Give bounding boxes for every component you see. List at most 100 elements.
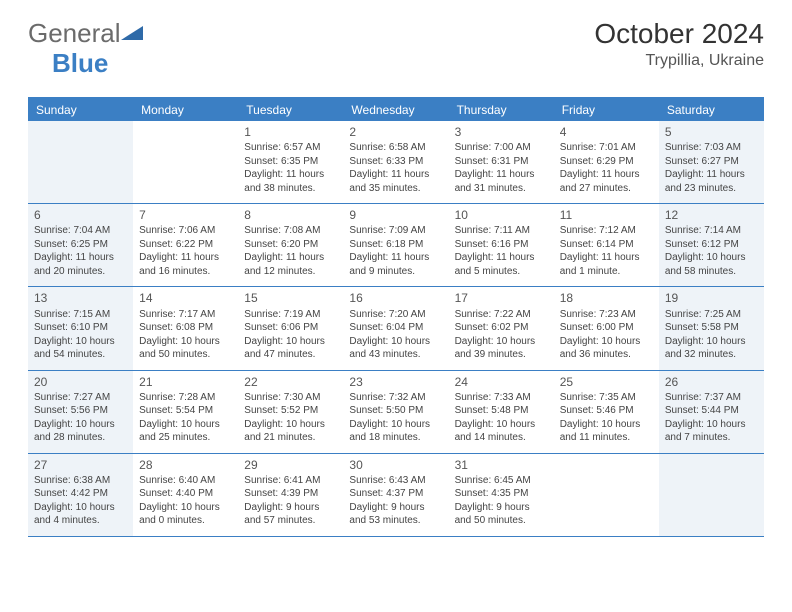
day-daylight: Daylight: 10 hours and 14 minutes. [455, 418, 548, 445]
week-row: 1Sunrise: 6:57 AMSunset: 6:35 PM Daylight… [28, 121, 764, 204]
week-row: 13Sunrise: 7:15 AMSunset: 6:10 PMDayligh… [28, 287, 764, 370]
day-daylight: Daylight: 11 hours and 12 minutes. [244, 251, 337, 278]
day-number: 28 [139, 457, 232, 473]
day-daylight: Daylight: 10 hours and 0 minutes. [139, 501, 232, 528]
day-sunrise: Sunrise: 7:30 AM [244, 391, 337, 405]
day-number: 23 [349, 374, 442, 390]
day-sunrise: Sunrise: 6:40 AM [139, 474, 232, 488]
day-daylight: Daylight: 11 hours and 9 minutes. [349, 251, 442, 278]
day-sunrise: Sunrise: 6:58 AM [349, 141, 442, 155]
day-cell: 5Sunrise: 7:03 AMSunset: 6:27 PMDaylight… [659, 121, 764, 203]
day-daylight: Daylight: 11 hours and 23 minutes. [665, 168, 758, 195]
day-sunset: Sunset: 6:02 PM [455, 321, 548, 335]
day-cell [554, 454, 659, 536]
day-number: 1 [244, 124, 337, 140]
day-sunset: Sunset: 6:31 PM [455, 155, 548, 169]
day-number: 26 [665, 374, 758, 390]
logo-text-general: General [28, 18, 121, 49]
day-number: 5 [665, 124, 758, 140]
day-cell: 30Sunrise: 6:43 AMSunset: 4:37 PMDayligh… [343, 454, 448, 536]
logo-triangle-icon [121, 18, 143, 49]
day-sunset: Sunset: 5:48 PM [455, 404, 548, 418]
day-number: 9 [349, 207, 442, 223]
day-daylight: Daylight: 10 hours and 28 minutes. [34, 418, 127, 445]
day-sunset: Sunset: 6:16 PM [455, 238, 548, 252]
day-sunrise: Sunrise: 7:08 AM [244, 224, 337, 238]
day-daylight: Daylight: 10 hours and 36 minutes. [560, 335, 653, 362]
day-cell: 12Sunrise: 7:14 AMSunset: 6:12 PMDayligh… [659, 204, 764, 286]
day-cell: 3Sunrise: 7:00 AMSunset: 6:31 PMDaylight… [449, 121, 554, 203]
day-number: 10 [455, 207, 548, 223]
day-cell: 22Sunrise: 7:30 AMSunset: 5:52 PMDayligh… [238, 371, 343, 453]
day-number: 6 [34, 207, 127, 223]
day-daylight: Daylight: 11 hours and 5 minutes. [455, 251, 548, 278]
day-cell: 10Sunrise: 7:11 AMSunset: 6:16 PMDayligh… [449, 204, 554, 286]
day-daylight: Daylight: 10 hours and 39 minutes. [455, 335, 548, 362]
day-sunrise: Sunrise: 7:01 AM [560, 141, 653, 155]
day-cell: 18 Sunrise: 7:23 AMSunset: 6:00 PMDayligh… [554, 287, 659, 369]
day-daylight: Daylight: 10 hours and 4 minutes. [34, 501, 127, 528]
day-number: 8 [244, 207, 337, 223]
day-sunset: Sunset: 5:50 PM [349, 404, 442, 418]
day-number: 22 [244, 374, 337, 390]
day-daylight: Daylight: 11 hours and 31 minutes. [455, 168, 548, 195]
header-right: October 2024 Trypillia, Ukraine [594, 18, 764, 70]
day-sunset: Sunset: 4:37 PM [349, 487, 442, 501]
day-sunset: Sunset: 6:25 PM [34, 238, 127, 252]
day-sunset: Sunset: 6:35 PM [244, 155, 337, 169]
day-number: 11 [560, 207, 653, 223]
day-daylight: Daylight: 11 hours and 16 minutes. [139, 251, 232, 278]
weekday-header: Tuesday [238, 99, 343, 121]
day-sunset: Sunset: 6:20 PM [244, 238, 337, 252]
day-daylight: Daylight: 9 hours and 50 minutes. [455, 501, 548, 528]
day-cell: 14Sunrise: 7:17 AMSunset: 6:08 PMDayligh… [133, 287, 238, 369]
day-cell: 24Sunrise: 7:33 AMSunset: 5:48 PMDayligh… [449, 371, 554, 453]
day-sunrise: Sunrise: 7:23 AM [560, 308, 653, 322]
day-number: 21 [139, 374, 232, 390]
location: Trypillia, Ukraine [594, 52, 764, 70]
day-cell: 4Sunrise: 7:01 AMSunset: 6:29 PMDaylight… [554, 121, 659, 203]
day-cell: 19Sunrise: 7:25 AMSunset: 5:58 PMDayligh… [659, 287, 764, 369]
day-sunset: Sunset: 4:42 PM [34, 487, 127, 501]
day-cell: 13Sunrise: 7:15 AMSunset: 6:10 PMDayligh… [28, 287, 133, 369]
day-sunrise: Sunrise: 6:38 AM [34, 474, 127, 488]
day-sunset: Sunset: 6:06 PM [244, 321, 337, 335]
day-sunset: Sunset: 6:33 PM [349, 155, 442, 169]
day-cell: 20Sunrise: 7:27 AMSunset: 5:56 PMDayligh… [28, 371, 133, 453]
day-daylight: Daylight: 11 hours and 1 minute. [560, 251, 653, 278]
day-daylight: Daylight: 10 hours and 21 minutes. [244, 418, 337, 445]
day-cell: 21Sunrise: 7:28 AMSunset: 5:54 PMDayligh… [133, 371, 238, 453]
day-sunrise: Sunrise: 7:09 AM [349, 224, 442, 238]
day-number: 20 [34, 374, 127, 390]
day-sunrise: Sunrise: 7:20 AM [349, 308, 442, 322]
day-number: 18 [560, 290, 653, 306]
week-row: 6Sunrise: 7:04 AMSunset: 6:25 PM Daylight… [28, 204, 764, 287]
day-sunset: Sunset: 4:39 PM [244, 487, 337, 501]
day-cell: 26Sunrise: 7:37 AMSunset: 5:44 PMDayligh… [659, 371, 764, 453]
week-row: 27Sunrise: 6:38 AMSunset: 4:42 PMDayligh… [28, 454, 764, 537]
day-cell: 27Sunrise: 6:38 AMSunset: 4:42 PMDayligh… [28, 454, 133, 536]
day-cell: 9Sunrise: 7:09 AMSunset: 6:18 PMDaylight… [343, 204, 448, 286]
day-daylight: Daylight: 10 hours and 54 minutes. [34, 335, 127, 362]
day-number: 13 [34, 290, 127, 306]
day-cell: 2Sunrise: 6:58 AMSunset: 6:33 PMDaylight… [343, 121, 448, 203]
day-daylight: Daylight: 10 hours and 50 minutes. [139, 335, 232, 362]
day-number: 27 [34, 457, 127, 473]
day-number: 19 [665, 290, 758, 306]
day-sunrise: Sunrise: 7:04 AM [34, 224, 127, 238]
day-number: 25 [560, 374, 653, 390]
day-sunset: Sunset: 6:27 PM [665, 155, 758, 169]
day-sunset: Sunset: 5:44 PM [665, 404, 758, 418]
day-sunset: Sunset: 6:00 PM [560, 321, 653, 335]
weekday-header: Wednesday [343, 99, 448, 121]
day-sunrise: Sunrise: 7:12 AM [560, 224, 653, 238]
day-sunrise: Sunrise: 7:14 AM [665, 224, 758, 238]
day-sunset: Sunset: 5:56 PM [34, 404, 127, 418]
day-number: 14 [139, 290, 232, 306]
day-sunset: Sunset: 4:40 PM [139, 487, 232, 501]
day-cell: 17Sunrise: 7:22 AMSunset: 6:02 PMDayligh… [449, 287, 554, 369]
day-sunrise: Sunrise: 7:00 AM [455, 141, 548, 155]
day-sunrise: Sunrise: 6:57 AM [244, 141, 337, 155]
day-cell: 28Sunrise: 6:40 AMSunset: 4:40 PMDayligh… [133, 454, 238, 536]
day-sunrise: Sunrise: 7:28 AM [139, 391, 232, 405]
